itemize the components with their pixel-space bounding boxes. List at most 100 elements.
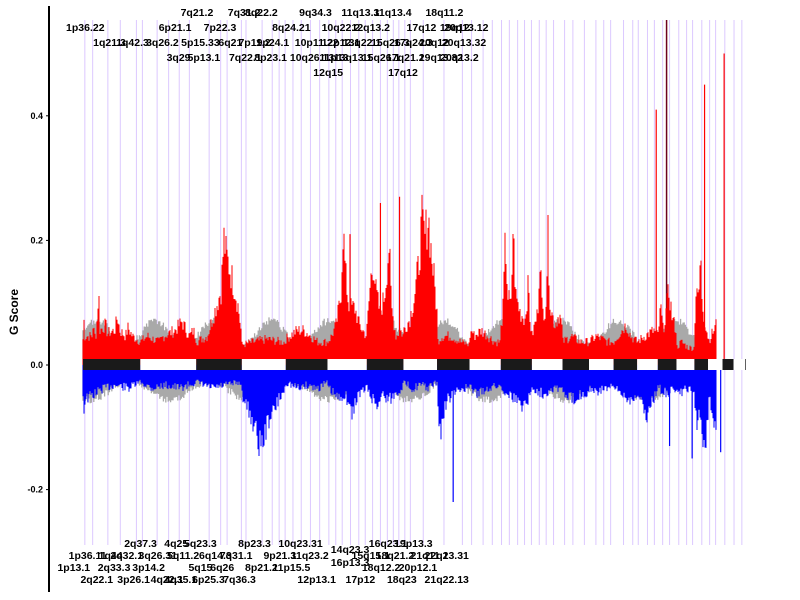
bottom-peak-label: 4q25 bbox=[164, 538, 188, 550]
top-peak-label: 19q12 bbox=[440, 22, 470, 34]
top-peak-label: 7p11.2 bbox=[238, 37, 270, 49]
top-peak-label: 15q26.3 bbox=[371, 37, 410, 49]
y-ticks: -0.2 0.0 0.2 0.4 bbox=[27, 111, 49, 495]
chromosome-14-band bbox=[588, 359, 614, 370]
top-peak-label: 7p22.3 bbox=[204, 22, 237, 34]
bottom-peak-label: 2q22.1 bbox=[80, 574, 113, 586]
chromosome-track-end bbox=[745, 359, 746, 370]
bottom-peak-label: 16q23.1 bbox=[369, 538, 408, 550]
chromosome-3-band bbox=[196, 359, 242, 370]
bottom-peak-label: 8p21.2 bbox=[245, 562, 278, 574]
bottom-peak-label: 11p15.5 bbox=[272, 562, 310, 574]
bottom-peak-label: 9p21.3 bbox=[263, 550, 296, 562]
y-axis-label: G Score bbox=[7, 289, 21, 335]
top-peak-label: 8q22.2 bbox=[245, 7, 278, 19]
top-peak-label: 6p21.1 bbox=[159, 22, 192, 34]
bottom-peak-label: 2q33.3 bbox=[98, 562, 131, 574]
bottom-peak-label: 11q23.2 bbox=[291, 550, 329, 562]
top-peak-label: 5p13.1 bbox=[188, 52, 221, 64]
top-peak-label: 15q26.1 bbox=[362, 52, 401, 64]
chromosome-20-band bbox=[708, 359, 723, 370]
bottom-peak-label: 1p13.1 bbox=[57, 562, 90, 574]
y-tick-label: 0.2 bbox=[30, 235, 43, 245]
chromosome-band-track bbox=[83, 359, 746, 370]
amplification-series bbox=[82, 194, 717, 365]
bottom-peak-label: 1p36.11 bbox=[69, 550, 107, 562]
top-peak-label: 9q34.3 bbox=[299, 7, 332, 19]
top-peak-label: 5p15.33 bbox=[181, 37, 220, 49]
top-peak-label: 18q11.2 bbox=[425, 7, 463, 19]
bottom-peak-label: 12p13.1 bbox=[297, 574, 336, 586]
bottom-peak-label: 6q14.3 bbox=[199, 550, 232, 562]
amplification-bars bbox=[82, 194, 717, 365]
bottom-peak-label: 21q22.13 bbox=[425, 574, 470, 586]
bottom-peak-label: 2q37.3 bbox=[124, 538, 157, 550]
chromosome-19-band bbox=[694, 359, 709, 370]
top-peak-label: 20q12 bbox=[419, 37, 449, 49]
top-peak-label: 17q24.3 bbox=[394, 37, 433, 49]
top-peak-label: 11q13.3 bbox=[341, 7, 379, 19]
bottom-peak-label: 6q26 bbox=[210, 562, 234, 574]
deletion-series bbox=[82, 365, 717, 456]
bottom-peak-label: 22q13.31 bbox=[425, 550, 470, 562]
bottom-peak-label: 5q11.2 bbox=[167, 550, 199, 562]
top-peak-label: 10p11.22 bbox=[295, 37, 339, 49]
top-peak-label: 12q13.2 bbox=[351, 22, 390, 34]
spike-layer bbox=[349, 53, 725, 503]
bottom-peak-label: 15q15.1 bbox=[351, 550, 390, 562]
top-peak-label: 7q21.2 bbox=[181, 7, 214, 19]
top-peak-label: 9p24.1 bbox=[257, 37, 290, 49]
top-peak-label: 20q13.32 bbox=[442, 37, 487, 49]
top-peak-label: 17q21.2 bbox=[386, 52, 425, 64]
chromosome-4-band bbox=[241, 359, 286, 370]
bottom-peak-label: 8p23.3 bbox=[238, 538, 271, 550]
top-peak-label: 6q21 bbox=[218, 37, 242, 49]
bottom-peak-label: 1q44 bbox=[99, 550, 123, 562]
bottom-peak-label: 19p13.3 bbox=[394, 538, 433, 550]
chromosome-8-band bbox=[403, 359, 438, 370]
top-peak-label: 1p36.22 bbox=[66, 22, 105, 34]
y-tick-label: -0.2 bbox=[27, 485, 43, 495]
y-tick-label: 0.0 bbox=[30, 360, 43, 370]
chromosome-22-band bbox=[733, 359, 746, 370]
top-peak-label: 1q21.3 bbox=[93, 37, 126, 49]
peak-lines-layer bbox=[84, 20, 743, 545]
top-peak-label: 13q22.1 bbox=[343, 37, 382, 49]
top-peak-label: 11q13.4 bbox=[374, 7, 412, 19]
y-axis: G Score bbox=[7, 6, 50, 592]
bottom-peak-label: 20p12.1 bbox=[399, 562, 438, 574]
top-peak-label: 1q42.3 bbox=[116, 37, 149, 49]
bottom-peak-label: 10q23.31 bbox=[278, 538, 323, 550]
chromosome-5-band bbox=[285, 359, 328, 370]
chromosome-21-band bbox=[722, 359, 734, 370]
bottom-peak-label: 4q22.1 bbox=[151, 574, 184, 586]
bottom-peak-label: 4q35.1 bbox=[164, 574, 197, 586]
top-peak-label: 12p12.1 bbox=[322, 37, 361, 49]
bottom-peak-label: 6p25.3 bbox=[192, 574, 225, 586]
top-peak-label: 3q29 bbox=[167, 52, 191, 64]
bottom-peak-label: 5q23.3 bbox=[184, 538, 217, 550]
top-peak-label: 17q12 bbox=[407, 22, 437, 34]
top-peak-label: 10q26.13 bbox=[290, 52, 335, 64]
top-peak-label: 7q31.2 bbox=[228, 7, 261, 19]
bottom-peak-label: 17p12 bbox=[346, 574, 376, 586]
top-peak-label: 17q12 bbox=[388, 67, 418, 79]
top-peak-label: 10q22.2 bbox=[322, 22, 361, 34]
bottom-peak-label: 5q15 bbox=[188, 562, 212, 574]
chromosome-9-band bbox=[437, 359, 470, 370]
chromosome-6-band bbox=[327, 359, 367, 370]
top-peak-label: 11p13 bbox=[319, 52, 348, 64]
chromosome-2-band bbox=[140, 359, 197, 370]
chromosome-15-band bbox=[613, 359, 638, 370]
chromosome-13-band bbox=[562, 359, 589, 370]
deletion-bars bbox=[82, 365, 717, 456]
chromosome-7-band bbox=[366, 359, 404, 370]
bottom-peak-label: 2q32.1 bbox=[110, 550, 143, 562]
chromosome-10-band bbox=[469, 359, 501, 370]
top-peak-label: 19q13.32 bbox=[419, 52, 464, 64]
bottom-peak-label: 3p26.1 bbox=[117, 574, 150, 586]
top-peak-label: 8p23.1 bbox=[254, 52, 287, 64]
bottom-peak-label: 3q26.31 bbox=[139, 550, 178, 562]
